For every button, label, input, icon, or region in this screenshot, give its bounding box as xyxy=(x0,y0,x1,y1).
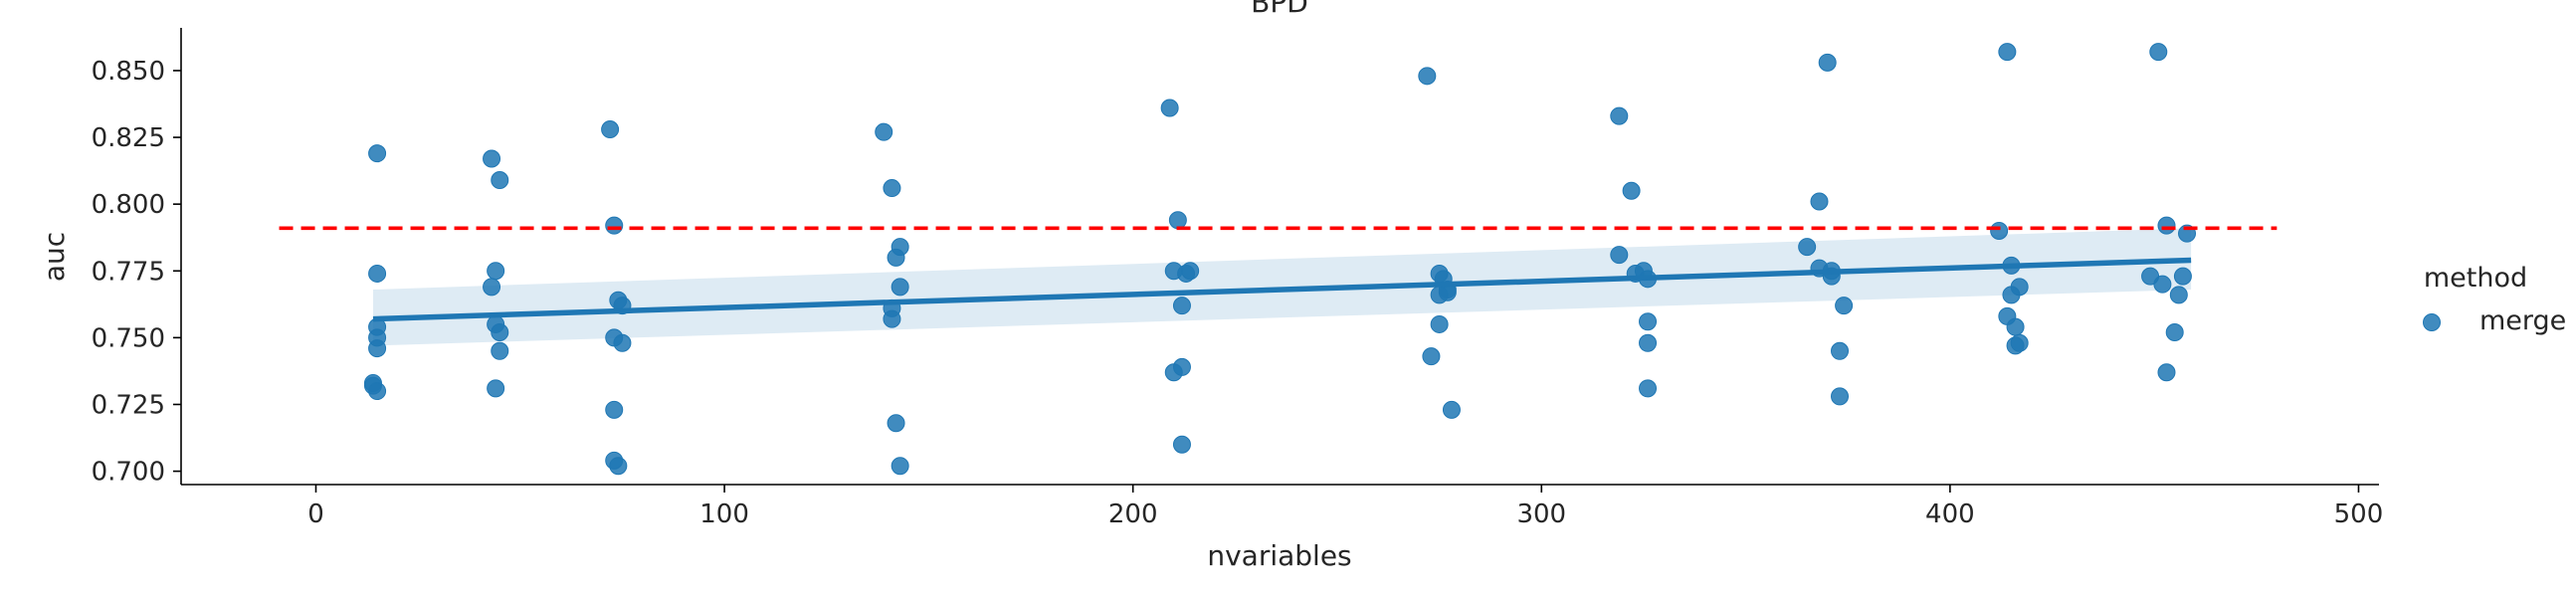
data-point xyxy=(368,382,387,401)
data-point xyxy=(483,278,501,297)
data-point xyxy=(1831,387,1850,406)
data-point xyxy=(2006,336,2025,355)
y-axis-ticks: 0.700 0.725 0.750 0.775 0.800 0.825 0.850 xyxy=(92,57,181,488)
data-point xyxy=(368,144,387,163)
x-axis-ticks: 0 100 200 300 400 500 xyxy=(307,485,2383,529)
data-point xyxy=(2169,286,2188,304)
y-tick-label: 0.750 xyxy=(92,323,165,353)
y-tick-label: 0.725 xyxy=(92,390,165,420)
data-point xyxy=(1818,53,1837,72)
data-point xyxy=(891,278,909,297)
data-point xyxy=(2153,275,2172,294)
data-point xyxy=(1998,43,2017,62)
data-point xyxy=(1810,192,1829,211)
data-point xyxy=(2149,43,2168,62)
data-point xyxy=(2165,323,2184,341)
y-tick-label: 0.775 xyxy=(92,257,165,287)
data-point xyxy=(491,171,509,189)
data-point xyxy=(1639,333,1658,352)
legend-title: method xyxy=(2424,263,2527,294)
data-point xyxy=(1610,246,1629,265)
data-point xyxy=(605,216,624,235)
data-point xyxy=(483,149,501,168)
data-point xyxy=(2173,267,2192,286)
data-point xyxy=(609,457,628,476)
scatter-points xyxy=(363,43,2197,476)
data-point xyxy=(1172,297,1191,315)
data-point xyxy=(883,309,901,328)
x-tick-label: 100 xyxy=(699,499,749,529)
legend: method merge xyxy=(2423,263,2566,336)
data-point xyxy=(2157,216,2176,235)
x-tick-label: 300 xyxy=(1516,499,1566,529)
y-tick-label: 0.700 xyxy=(92,458,165,488)
data-point xyxy=(601,120,620,138)
data-point xyxy=(1422,347,1441,366)
x-tick-label: 400 xyxy=(1925,499,1975,529)
data-point xyxy=(487,379,505,398)
data-point xyxy=(605,400,624,419)
data-point xyxy=(368,339,387,358)
legend-label-merge: merge xyxy=(2479,305,2566,336)
data-point xyxy=(875,122,893,141)
data-point xyxy=(1639,379,1658,398)
data-point xyxy=(1181,262,1200,281)
chart-title: BPD xyxy=(1251,0,1308,19)
data-point xyxy=(2157,363,2176,382)
data-point xyxy=(1442,400,1461,419)
data-point xyxy=(487,262,505,281)
data-point xyxy=(1172,435,1191,454)
data-point xyxy=(1798,238,1817,257)
data-point xyxy=(1164,363,1183,382)
data-point xyxy=(491,323,509,341)
data-point xyxy=(2006,317,2025,336)
data-point xyxy=(887,414,905,433)
data-point xyxy=(1160,99,1179,117)
y-tick-label: 0.800 xyxy=(92,190,165,220)
data-point xyxy=(883,179,901,198)
x-tick-label: 200 xyxy=(1108,499,1158,529)
data-point xyxy=(1430,314,1449,333)
data-point xyxy=(1831,341,1850,360)
y-axis-label: auc xyxy=(38,232,71,282)
data-point xyxy=(2002,286,2021,304)
data-point xyxy=(887,248,905,267)
y-tick-label: 0.850 xyxy=(92,57,165,87)
data-point xyxy=(1168,211,1187,230)
data-point xyxy=(1835,297,1854,315)
y-tick-label: 0.825 xyxy=(92,123,165,153)
data-point xyxy=(1418,67,1437,86)
data-point xyxy=(368,264,387,283)
data-point xyxy=(1990,222,2009,240)
data-point xyxy=(1610,106,1629,125)
data-point xyxy=(1639,312,1658,331)
regression-line xyxy=(372,257,2192,322)
x-tick-label: 500 xyxy=(2334,499,2384,529)
data-point xyxy=(891,457,909,476)
x-axis-label: nvariables xyxy=(1207,539,1351,572)
data-point xyxy=(491,341,509,360)
legend-marker-merge xyxy=(2423,313,2441,331)
data-point xyxy=(1622,181,1641,200)
plot-area xyxy=(279,43,2278,476)
x-tick-label: 0 xyxy=(307,499,324,529)
data-point xyxy=(613,333,632,352)
